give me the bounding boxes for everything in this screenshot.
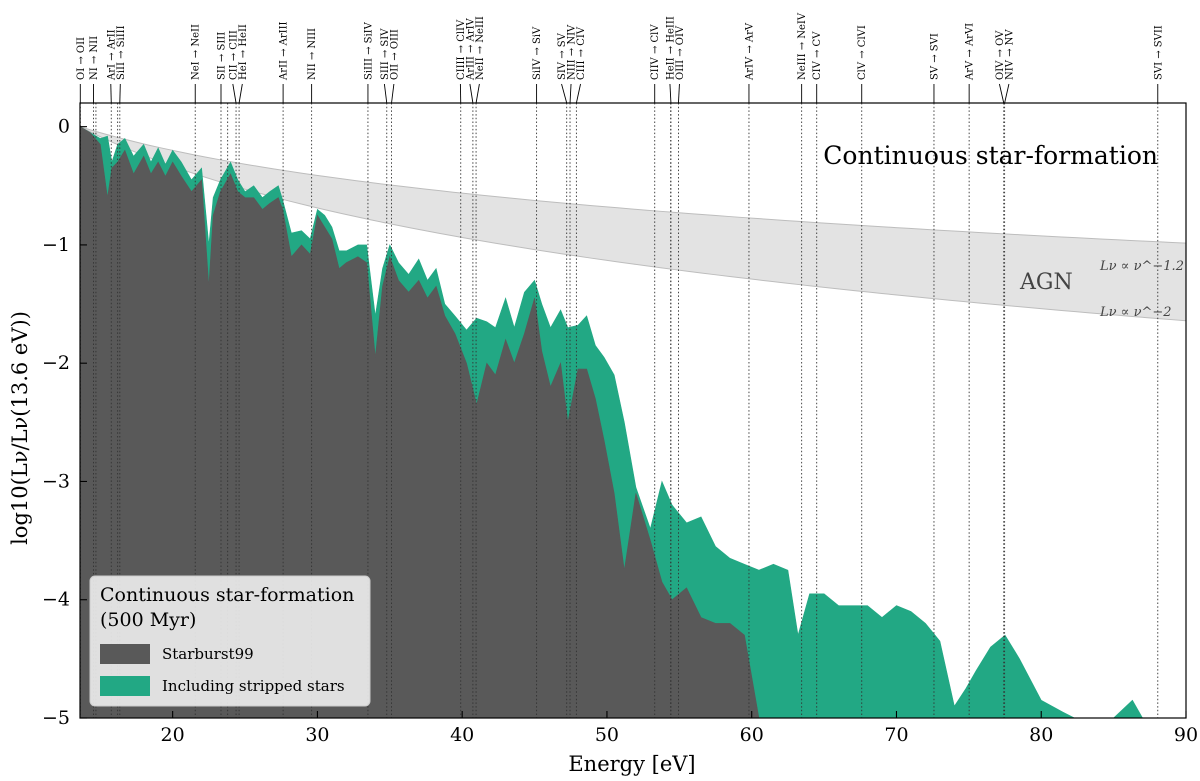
- x-tick-label: 70: [884, 724, 908, 746]
- agn-slope-upper: Lν ∝ ν^−1.2: [1099, 259, 1184, 274]
- axes: 20 30 40 50 60 70 80 90 0 −1 −2 −3 −4 −5: [42, 102, 1198, 746]
- agn-label: AGN: [1019, 270, 1073, 295]
- ionization-label: NIII → NIV: [567, 24, 578, 80]
- ionization-label: HeI → HeII: [238, 24, 249, 80]
- legend-box: [89, 575, 371, 707]
- ionization-label-leader: [391, 83, 395, 104]
- y-axis-title: log10(Lν/Lν(13.6 eV)): [8, 311, 32, 545]
- ionization-label: CIV → CV: [812, 31, 823, 80]
- y-tick-label: 0: [58, 116, 70, 138]
- ionization-label: NeIII → NeIV: [797, 12, 808, 80]
- legend-title-line2: (500 Myr): [100, 609, 196, 631]
- ionization-label: NII → NIII: [307, 28, 318, 80]
- ionization-label: SII → SIII: [217, 32, 228, 80]
- ionization-label: SV → SVI: [929, 33, 940, 80]
- ionization-label-leader: [232, 83, 237, 104]
- ionization-label: ArIII → ArIV: [465, 17, 476, 81]
- x-tick-label: 80: [1029, 724, 1053, 746]
- legend-entry-starburst99: Starburst99: [162, 645, 254, 663]
- y-tick-label: −1: [42, 234, 70, 256]
- ionization-label: HeII → HeIII: [665, 16, 676, 80]
- agn-slope-lower: Lν ∝ ν^−2: [1099, 305, 1172, 320]
- ionization-label: CIIV → ClV: [650, 24, 661, 80]
- ionization-label: SIV → SV: [557, 32, 568, 80]
- ionization-label: CII → CIII: [228, 30, 239, 80]
- y-tick-label: −2: [42, 352, 70, 374]
- ionization-label-leader: [238, 83, 243, 104]
- agn-band-lower-edge: [79, 126, 1187, 322]
- agn-band-upper-edge: [79, 126, 1187, 244]
- ionization-label-leader: [469, 83, 474, 104]
- y-tick-label: −4: [42, 589, 70, 611]
- ionization-label: ArI → ArII: [106, 29, 117, 81]
- ionization-label-leader: [998, 83, 1005, 104]
- ionization-label: ClV → ClVI: [857, 25, 868, 80]
- agn-band-layer: [79, 126, 1187, 322]
- x-tick-label: 40: [450, 724, 474, 746]
- x-tick-label: 50: [595, 724, 619, 746]
- ionization-label: CIII → CIV: [576, 26, 587, 80]
- ionization-label-leader: [569, 83, 572, 104]
- x-tick-label: 30: [305, 724, 329, 746]
- x-tick-label: 60: [740, 724, 764, 746]
- legend-entry-stripped: Including stripped stars: [162, 677, 345, 695]
- ionization-label: OIV → OV: [995, 30, 1006, 80]
- ionization-label: CIIII → ClIV: [456, 19, 467, 80]
- ionization-label: ArII → ArIII: [279, 21, 290, 81]
- ionization-label-leader: [1004, 83, 1010, 104]
- ionization-label: OI → OII: [76, 37, 87, 80]
- ionization-label-leader: [561, 83, 568, 104]
- x-axis-title: Energy [eV]: [568, 752, 695, 776]
- legend-swatch-starburst99: [100, 644, 150, 664]
- ionization-label-leader: [678, 83, 680, 104]
- legend-swatch-stripped: [100, 676, 150, 696]
- y-tick-label: −3: [42, 470, 70, 492]
- ionization-lines: [79, 103, 1159, 718]
- ionization-label-leader: [669, 83, 672, 104]
- legend: Continuous star-formation (500 Myr) Star…: [89, 575, 371, 707]
- ionization-label: SiIV → SiV: [532, 26, 543, 80]
- agn-band: [80, 126, 1186, 321]
- ionization-label: NIV → NV: [1004, 29, 1015, 80]
- panel-title: Continuous star-formation: [823, 141, 1158, 170]
- ionization-label: SIII → SIV: [380, 28, 391, 80]
- ionization-label: NeI → NeII: [191, 24, 202, 80]
- ionization-label: OII → OIII: [389, 29, 400, 80]
- ionization-label: SiII → SiIII: [116, 25, 127, 80]
- ionization-label: ArIV → ArV: [744, 22, 755, 81]
- ionization-label: ArV → ArVI: [965, 23, 976, 81]
- ionization-label: NI → NII: [89, 36, 100, 80]
- plot-frame: [79, 102, 1187, 719]
- ionization-label: NeII → NeIII: [475, 16, 486, 80]
- ionization-label: SVI → SVII: [1153, 25, 1164, 80]
- x-tick-label: 90: [1174, 724, 1198, 746]
- y-tick-label: −5: [42, 707, 70, 729]
- ionization-label: OIII → OIV: [675, 25, 686, 80]
- ionization-label-leader: [575, 83, 581, 104]
- ionization-label-leader: [475, 83, 480, 104]
- x-tick-label: 20: [161, 724, 185, 746]
- legend-title-line1: Continuous star-formation: [100, 584, 354, 606]
- ionization-label-leader: [383, 83, 388, 104]
- ionization-label: SiIII → SiIV: [363, 21, 374, 80]
